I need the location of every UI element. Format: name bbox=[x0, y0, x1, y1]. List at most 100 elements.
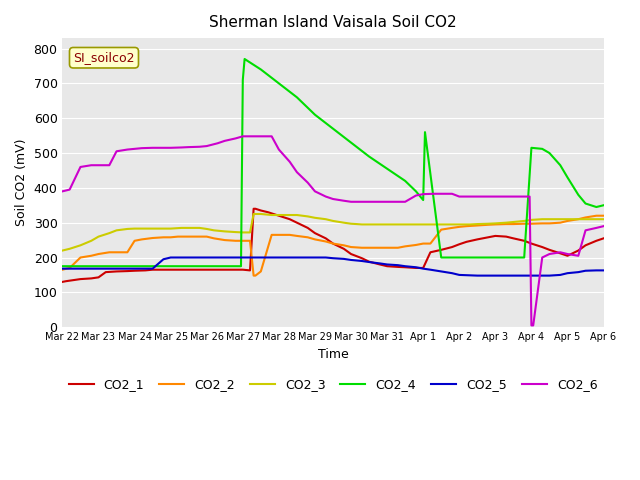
CO2_4 bbox=[419, 197, 427, 203]
Line: CO2_4: CO2_4 bbox=[63, 59, 604, 266]
CO2_1 bbox=[358, 255, 365, 261]
CO2_2 bbox=[210, 236, 218, 241]
CO2_3 bbox=[203, 226, 211, 232]
CO2_4 bbox=[347, 140, 355, 145]
CO2_4 bbox=[502, 254, 510, 260]
CO2_4 bbox=[484, 254, 492, 260]
CO2_4 bbox=[575, 192, 582, 198]
CO2_4 bbox=[593, 204, 600, 210]
CO2_5 bbox=[412, 264, 420, 270]
CO2_6 bbox=[329, 196, 337, 202]
Y-axis label: Soil CO2 (mV): Soil CO2 (mV) bbox=[15, 139, 28, 227]
CO2_4 bbox=[527, 145, 535, 151]
CO2_1 bbox=[401, 264, 409, 270]
CO2_4 bbox=[564, 175, 572, 180]
CO2_5 bbox=[394, 262, 402, 268]
CO2_3 bbox=[250, 211, 257, 217]
Legend: CO2_1, CO2_2, CO2_3, CO2_4, CO2_5, CO2_6: CO2_1, CO2_2, CO2_3, CO2_4, CO2_5, CO2_6 bbox=[63, 373, 602, 396]
CO2_3 bbox=[600, 216, 607, 222]
CO2_6 bbox=[232, 135, 239, 141]
CO2_3 bbox=[167, 226, 175, 231]
CO2_2 bbox=[59, 267, 67, 273]
CO2_4 bbox=[203, 264, 211, 269]
CO2_2 bbox=[329, 240, 337, 246]
CO2_2 bbox=[600, 213, 607, 218]
CO2_5 bbox=[329, 255, 337, 261]
CO2_4 bbox=[148, 264, 156, 269]
CO2_4 bbox=[383, 166, 391, 171]
CO2_3 bbox=[538, 216, 546, 222]
CO2_4 bbox=[466, 254, 474, 260]
CO2_4 bbox=[95, 264, 102, 269]
CO2_5 bbox=[358, 258, 365, 264]
CO2_2 bbox=[593, 213, 600, 218]
CO2_4 bbox=[456, 254, 463, 260]
CO2_4 bbox=[329, 126, 337, 132]
CO2_2 bbox=[311, 237, 319, 242]
Title: Sherman Island Vaisala Soil CO2: Sherman Island Vaisala Soil CO2 bbox=[209, 15, 457, 30]
CO2_4 bbox=[556, 162, 564, 168]
CO2_4 bbox=[257, 67, 265, 72]
CO2_4 bbox=[59, 264, 67, 269]
CO2_5 bbox=[275, 254, 283, 260]
CO2_4 bbox=[131, 264, 138, 269]
Line: CO2_5: CO2_5 bbox=[63, 257, 604, 276]
X-axis label: Time: Time bbox=[317, 348, 348, 360]
CO2_3 bbox=[329, 218, 337, 224]
CO2_4 bbox=[546, 150, 554, 156]
CO2_2 bbox=[437, 227, 445, 232]
Line: CO2_6: CO2_6 bbox=[63, 136, 604, 325]
CO2_5 bbox=[167, 254, 175, 260]
CO2_4 bbox=[241, 56, 248, 62]
CO2_4 bbox=[77, 264, 84, 269]
CO2_5 bbox=[600, 267, 607, 273]
CO2_3 bbox=[59, 248, 67, 253]
CO2_1 bbox=[322, 236, 330, 241]
CO2_4 bbox=[520, 254, 528, 260]
CO2_1 bbox=[275, 213, 283, 218]
CO2_4 bbox=[311, 112, 319, 118]
CO2_2 bbox=[582, 215, 589, 220]
CO2_4 bbox=[185, 264, 193, 269]
CO2_4 bbox=[509, 254, 517, 260]
Line: CO2_2: CO2_2 bbox=[63, 216, 604, 276]
CO2_1 bbox=[250, 206, 257, 212]
CO2_6 bbox=[59, 189, 67, 194]
Line: CO2_1: CO2_1 bbox=[63, 209, 604, 282]
CO2_4 bbox=[412, 189, 420, 194]
CO2_4 bbox=[437, 254, 445, 260]
CO2_4 bbox=[474, 254, 481, 260]
CO2_3 bbox=[106, 230, 113, 236]
CO2_3 bbox=[394, 222, 402, 228]
CO2_6 bbox=[456, 194, 463, 200]
CO2_2 bbox=[232, 238, 239, 244]
CO2_6 bbox=[214, 141, 221, 146]
CO2_1 bbox=[412, 265, 420, 271]
CO2_5 bbox=[474, 273, 481, 278]
CO2_1 bbox=[600, 236, 607, 241]
CO2_6 bbox=[593, 225, 600, 231]
CO2_4 bbox=[582, 201, 589, 206]
CO2_4 bbox=[293, 95, 301, 100]
CO2_6 bbox=[527, 323, 535, 328]
CO2_4 bbox=[538, 146, 546, 152]
CO2_4 bbox=[421, 129, 429, 135]
CO2_4 bbox=[237, 264, 245, 269]
CO2_5 bbox=[131, 266, 138, 272]
CO2_6 bbox=[239, 133, 246, 139]
CO2_6 bbox=[347, 199, 355, 204]
CO2_4 bbox=[113, 264, 120, 269]
CO2_2 bbox=[250, 273, 257, 278]
CO2_1 bbox=[124, 268, 131, 274]
CO2_4 bbox=[401, 178, 409, 184]
CO2_4 bbox=[221, 264, 228, 269]
CO2_5 bbox=[59, 266, 67, 272]
CO2_4 bbox=[275, 81, 283, 86]
CO2_1 bbox=[59, 279, 67, 285]
Line: CO2_3: CO2_3 bbox=[63, 214, 604, 251]
CO2_6 bbox=[600, 223, 607, 229]
CO2_4 bbox=[365, 154, 373, 159]
CO2_4 bbox=[600, 203, 607, 208]
CO2_4 bbox=[492, 254, 499, 260]
CO2_4 bbox=[423, 143, 431, 149]
